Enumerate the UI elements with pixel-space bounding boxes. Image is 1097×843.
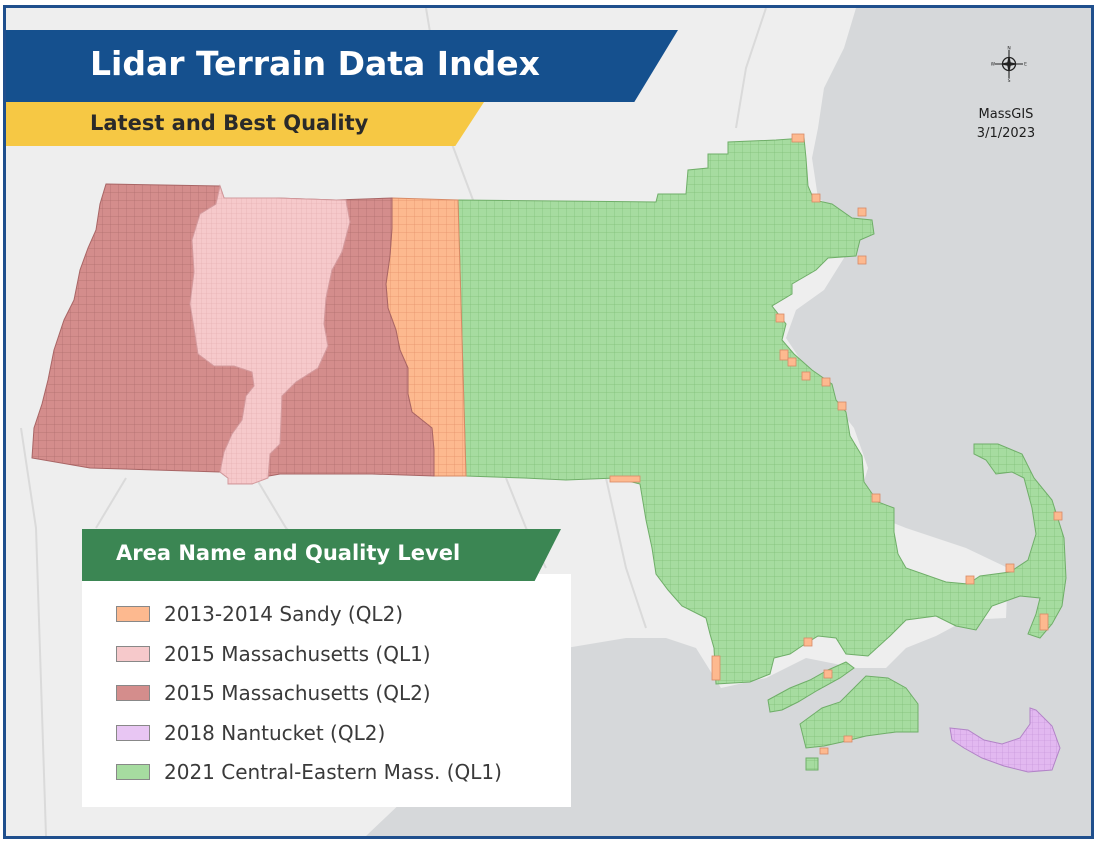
title-banner xyxy=(6,30,678,102)
map-frame: Lidar Terrain Data Index Latest and Best… xyxy=(3,5,1094,839)
subtitle-banner xyxy=(6,102,484,146)
legend-label: 2015 Massachusetts (QL1) xyxy=(164,642,431,666)
legend-header xyxy=(82,529,561,581)
legend-item-massachusetts-ql1[interactable]: 2015 Massachusetts (QL1) xyxy=(116,640,431,668)
region-massachusetts-2015-ql1[interactable] xyxy=(189,184,351,485)
region-marthas-vineyard[interactable] xyxy=(799,675,919,749)
sandy-coastal-tiles xyxy=(609,133,1063,755)
compass-e-label: E xyxy=(1024,62,1027,68)
legend-swatch xyxy=(116,646,150,662)
region-elizabeth-islands[interactable] xyxy=(767,661,855,713)
credit-date: 3/1/2023 xyxy=(976,126,1036,141)
legend-label: 2021 Central-Eastern Mass. (QL1) xyxy=(164,760,502,784)
legend-swatch xyxy=(116,764,150,780)
legend-label: 2015 Massachusetts (QL2) xyxy=(164,681,431,705)
region-nantucket-2018[interactable] xyxy=(949,707,1061,773)
map-title: Lidar Terrain Data Index xyxy=(90,44,540,83)
legend-swatch xyxy=(116,606,150,622)
region-cuttyhunk[interactable] xyxy=(805,757,819,771)
legend-label: 2018 Nantucket (QL2) xyxy=(164,721,386,745)
legend-item-massachusetts-ql2[interactable]: 2015 Massachusetts (QL2) xyxy=(116,679,431,707)
credit-org: MassGIS xyxy=(978,107,1034,122)
map-subtitle: Latest and Best Quality xyxy=(90,111,369,135)
legend-panel xyxy=(82,574,571,807)
compass-n-label: N xyxy=(1007,46,1010,52)
legend-swatch xyxy=(116,685,150,701)
compass-w-label: W xyxy=(991,62,996,68)
compass-s-label: S xyxy=(1008,78,1011,82)
legend-swatch xyxy=(116,725,150,741)
region-central-eastern-2021[interactable] xyxy=(457,137,1067,685)
legend-item-central-eastern[interactable]: 2021 Central-Eastern Mass. (QL1) xyxy=(116,758,502,786)
legend-item-sandy[interactable]: 2013-2014 Sandy (QL2) xyxy=(116,600,403,628)
legend-item-nantucket[interactable]: 2018 Nantucket (QL2) xyxy=(116,719,385,747)
legend-title: Area Name and Quality Level xyxy=(116,541,461,565)
map-credit: MassGIS 3/1/2023 xyxy=(961,105,1051,143)
compass-rose-icon: N S E W xyxy=(991,46,1027,82)
legend-label: 2013-2014 Sandy (QL2) xyxy=(164,602,404,626)
